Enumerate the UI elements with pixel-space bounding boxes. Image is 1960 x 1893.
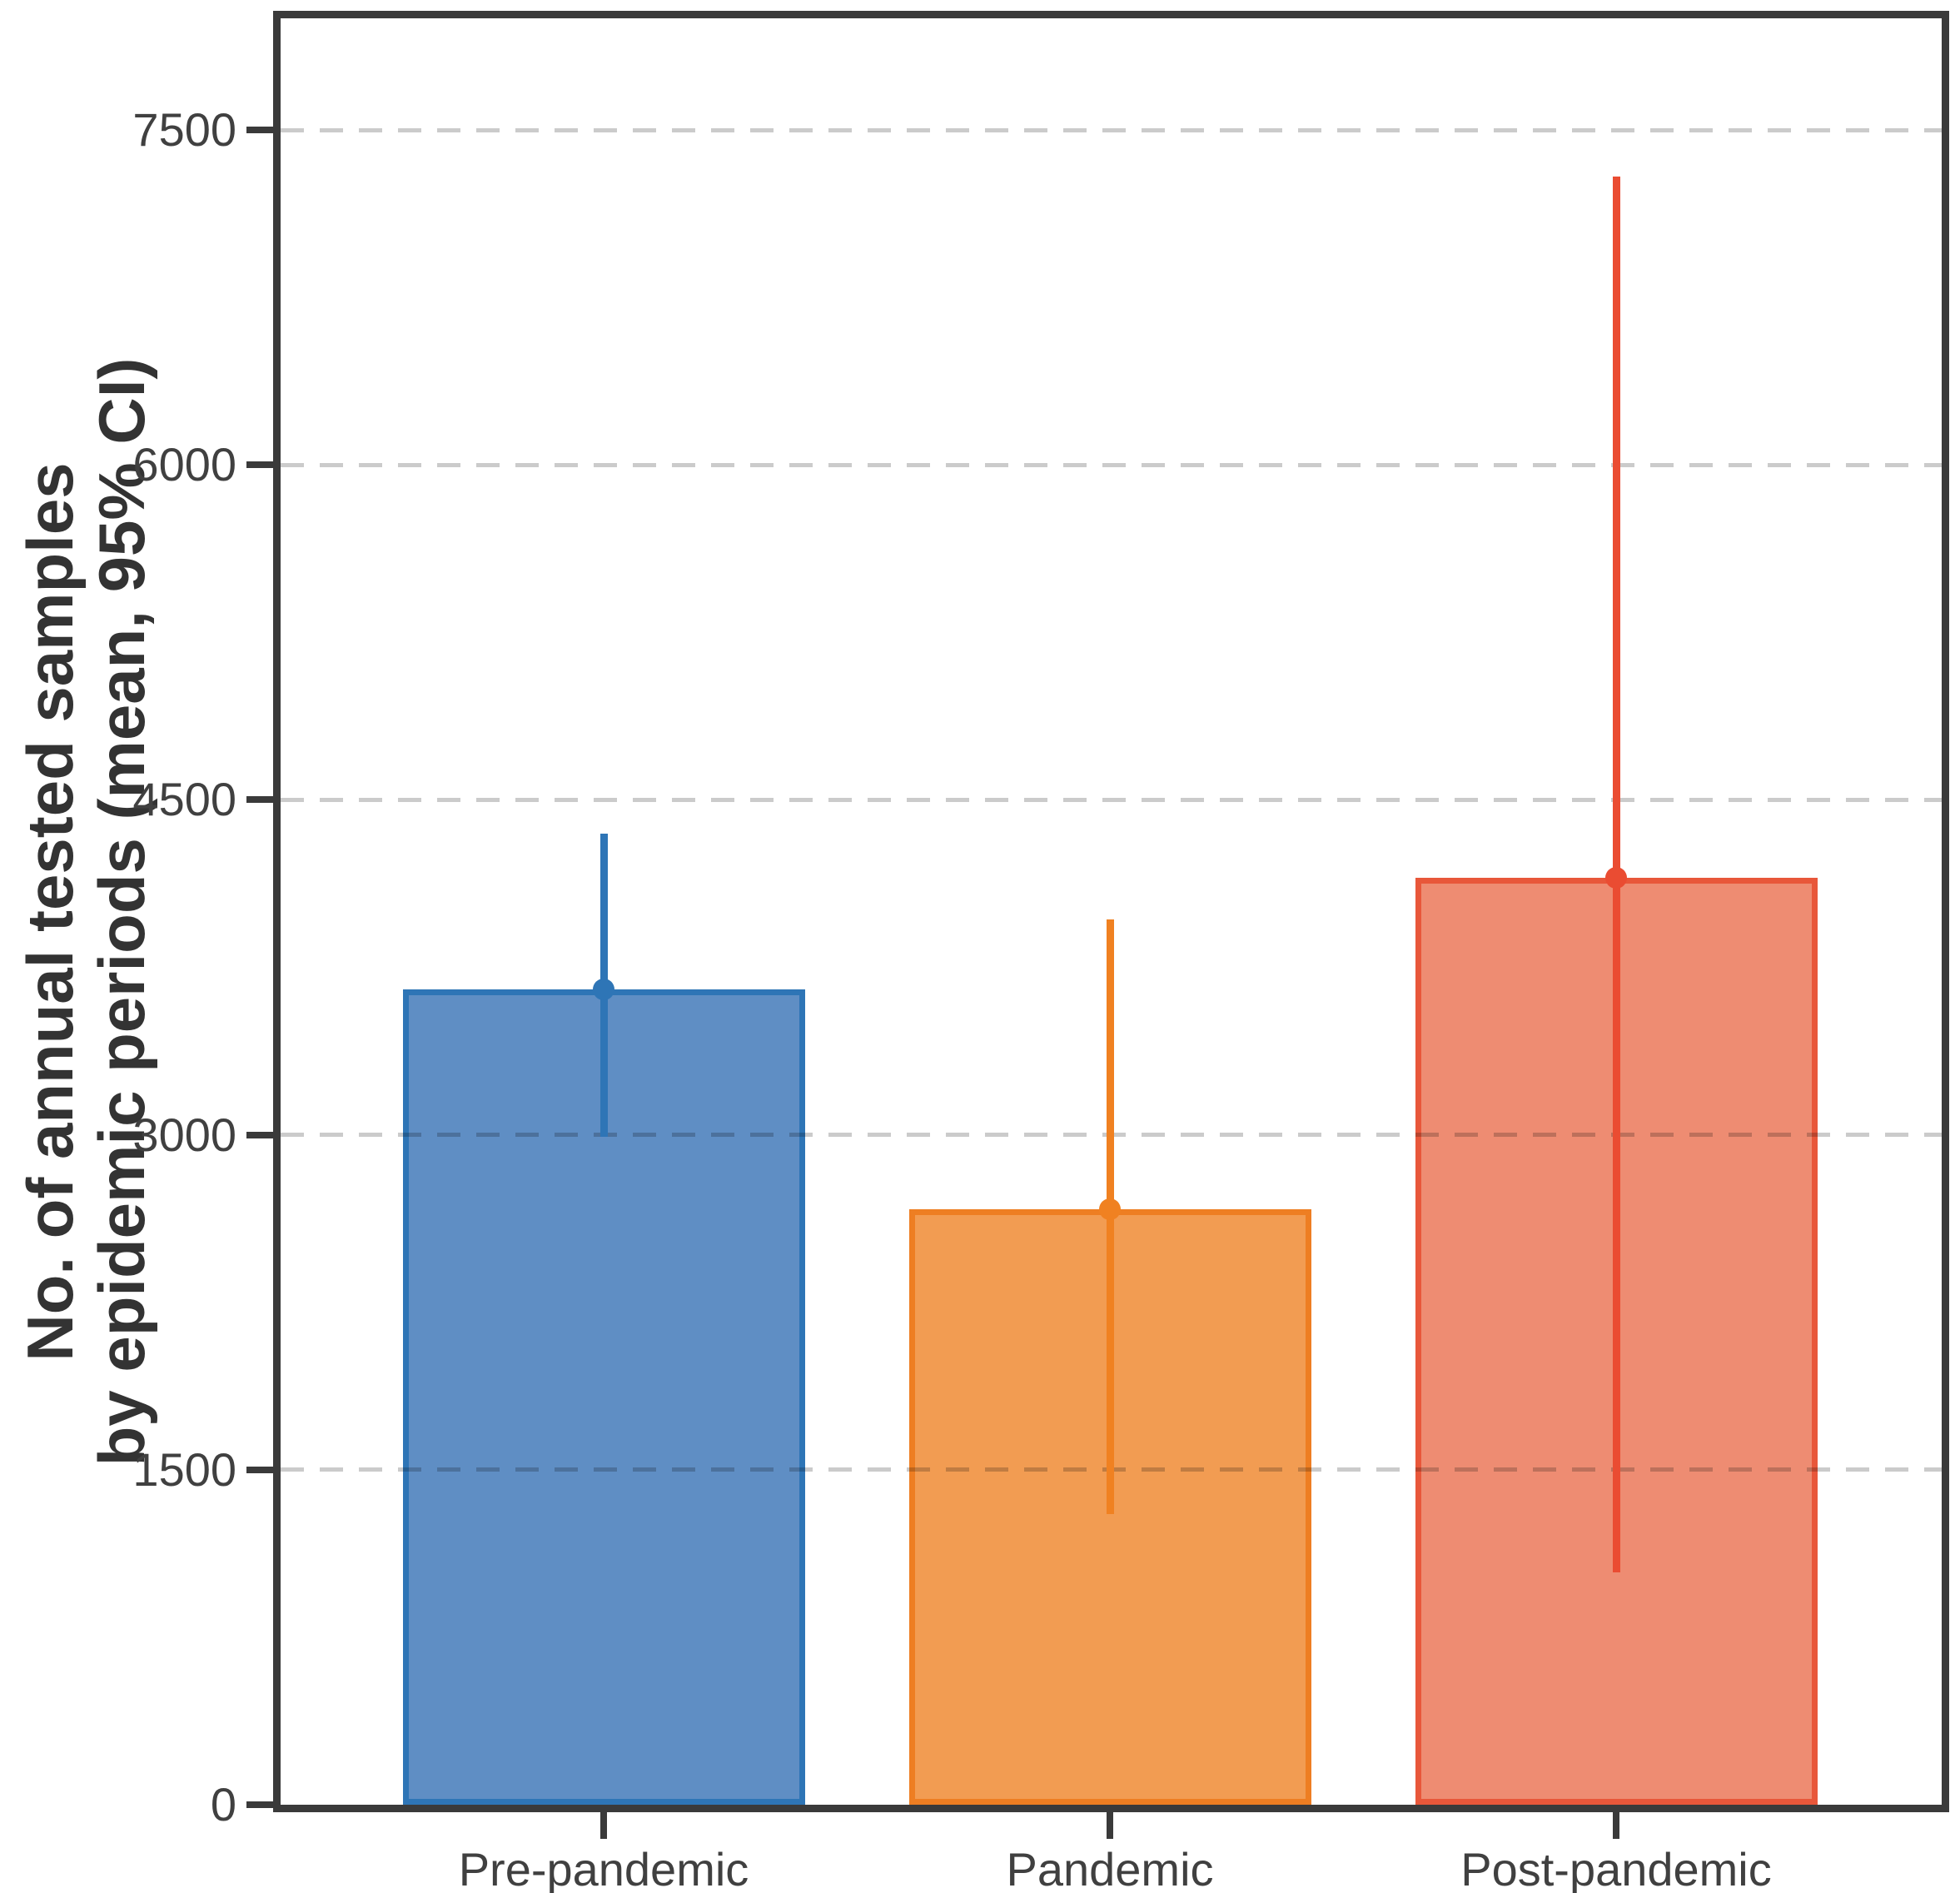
y-axis-tick-0 [246, 1801, 273, 1808]
y-axis-tick-label-1500: 1500 [132, 1442, 236, 1496]
y-axis-tick-label-7500: 7500 [132, 103, 236, 157]
y-axis-tick-4500 [246, 796, 273, 804]
x-axis-tick-label-post-pandemic: Post-pandemic [1460, 1843, 1772, 1893]
y-axis-title: No. of annual tested samples by epidemic… [13, 179, 158, 1645]
y-axis-tick-7500 [246, 127, 273, 134]
x-axis-tick-pre-pandemic [600, 1812, 607, 1839]
gridline-4500 [281, 797, 1942, 802]
y-axis-title-line-2: by epidemic periods (mean, 95% CI) [85, 357, 158, 1467]
y-axis-tick-3000 [246, 1131, 273, 1138]
error-bar-layer [281, 18, 1942, 1805]
y-axis-tick-1500 [246, 1466, 273, 1473]
y-axis-tick-label-3000: 3000 [132, 1108, 236, 1161]
y-axis-tick-6000 [246, 461, 273, 469]
mean-marker-post-pandemic [1605, 867, 1627, 889]
mean-marker-pre-pandemic [593, 979, 614, 1001]
x-axis-tick-label-pandemic: Pandemic [1006, 1843, 1214, 1893]
plot-area [273, 11, 1949, 1812]
x-axis-tick-label-pre-pandemic: Pre-pandemic [458, 1843, 749, 1893]
y-axis-tick-label-6000: 6000 [132, 438, 236, 491]
y-axis-tick-label-4500: 4500 [132, 773, 236, 826]
gridline-6000 [281, 462, 1942, 467]
x-axis-tick-post-pandemic [1613, 1812, 1619, 1839]
x-axis-tick-pandemic [1107, 1812, 1113, 1839]
y-axis-tick-label-0: 0 [210, 1778, 236, 1831]
mean-marker-pandemic [1099, 1198, 1121, 1221]
y-axis-title-line-1: No. of annual tested samples [13, 462, 87, 1362]
gridline-7500 [281, 127, 1942, 132]
